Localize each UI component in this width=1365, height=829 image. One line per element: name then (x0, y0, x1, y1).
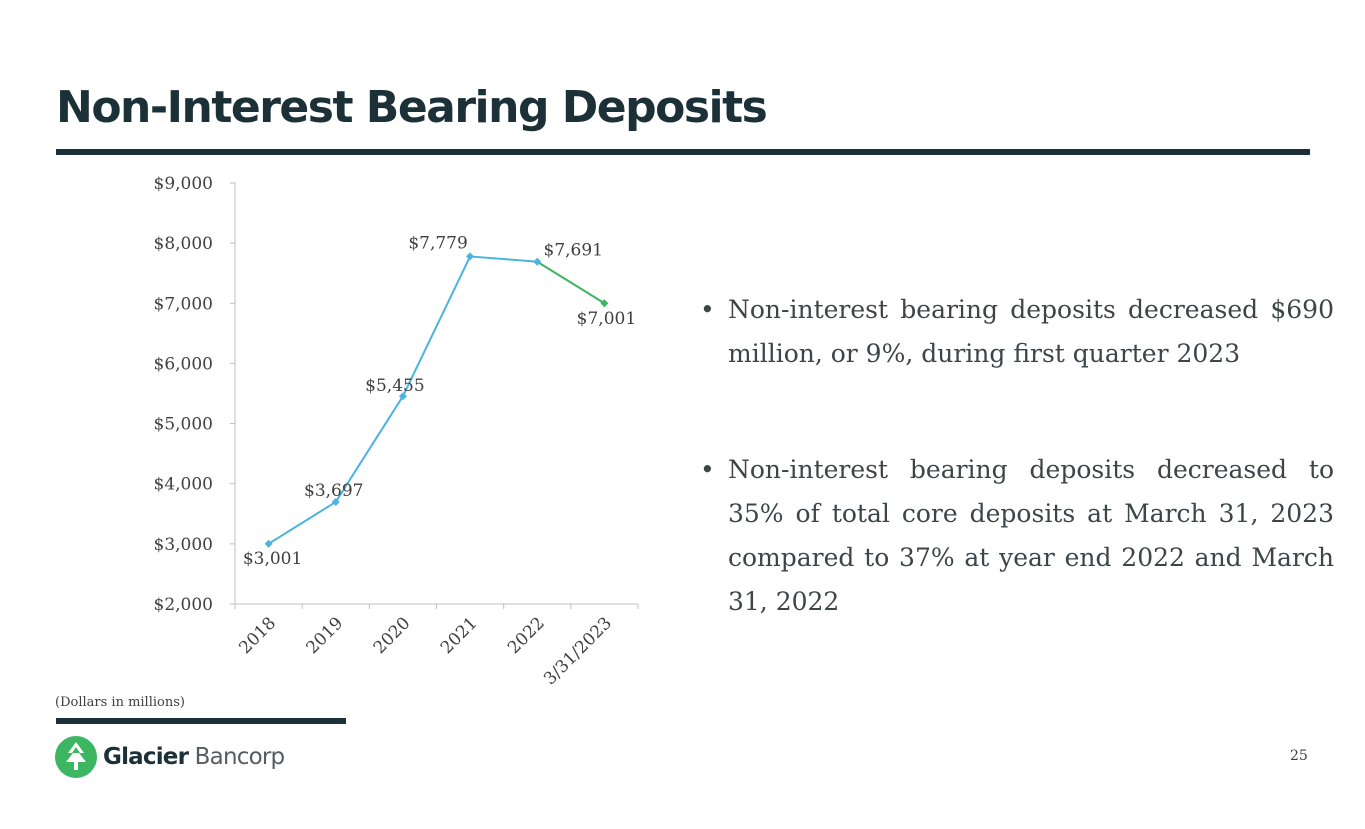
x-tick-label: 2019 (303, 613, 348, 658)
company-logo: Glacier Bancorp (55, 736, 285, 778)
data-label: $3,697 (304, 481, 363, 501)
page-number: 25 (1290, 748, 1308, 764)
y-tick-label: $3,000 (154, 535, 213, 555)
data-point (533, 257, 542, 266)
logo-name-light: Bancorp (194, 744, 285, 770)
bullet-text: Non-interest bearing deposits decreased … (728, 295, 1334, 368)
bullet-text: Non-interest bearing deposits decreased … (728, 455, 1334, 616)
data-point (600, 299, 609, 308)
series-line-segment (536, 260, 605, 305)
x-tick-label: 2021 (437, 613, 482, 658)
y-tick-label: $4,000 (154, 475, 213, 495)
footer-divider (56, 718, 346, 724)
bullet-item: • Non-interest bearing deposits decreased… (700, 448, 1334, 624)
series-line-segment (334, 395, 404, 503)
x-tick-label: 2022 (504, 613, 549, 658)
data-label: $7,691 (544, 241, 603, 261)
y-tick-label: $7,000 (154, 294, 213, 314)
deposits-line-chart: $2,000 $3,000 $4,000 $5,000 $6,000 $7,000 $8,0… (154, 174, 639, 689)
bullet-list: • Non-interest bearing deposits decreased… (700, 288, 1334, 696)
data-point (264, 539, 273, 548)
x-tick-label: 3/31/2023 (540, 613, 616, 689)
bullet-icon: • (700, 295, 715, 324)
y-tick-label: $9,000 (154, 174, 213, 194)
title-divider (56, 149, 1310, 155)
bullet-item: • Non-interest bearing deposits decreased… (700, 288, 1334, 376)
bullet-icon: • (700, 455, 715, 484)
series-line-segment (402, 256, 471, 397)
series-line-segment (470, 255, 538, 263)
y-tick-label: $2,000 (154, 595, 213, 615)
units-note: (Dollars in millions) (55, 695, 185, 710)
tree-logo-icon (55, 736, 97, 778)
y-tick-label: $6,000 (154, 354, 213, 374)
data-point (466, 252, 475, 261)
data-point (331, 497, 340, 506)
logo-name-bold: Glacier (103, 744, 189, 770)
x-tick-label: 2020 (370, 613, 415, 658)
page-title: Non-Interest Bearing Deposits (56, 82, 768, 133)
data-label: $5,455 (365, 376, 424, 396)
data-label: $3,001 (243, 549, 302, 569)
data-label: $7,779 (408, 233, 467, 253)
series-line-segment (268, 501, 337, 545)
y-tick-label: $5,000 (154, 415, 213, 435)
logo-wordmark: Glacier Bancorp (103, 744, 285, 770)
x-tick-label: 2018 (235, 613, 280, 658)
data-label: $7,001 (577, 309, 636, 329)
y-tick-label: $8,000 (154, 234, 213, 254)
data-point (398, 392, 407, 401)
